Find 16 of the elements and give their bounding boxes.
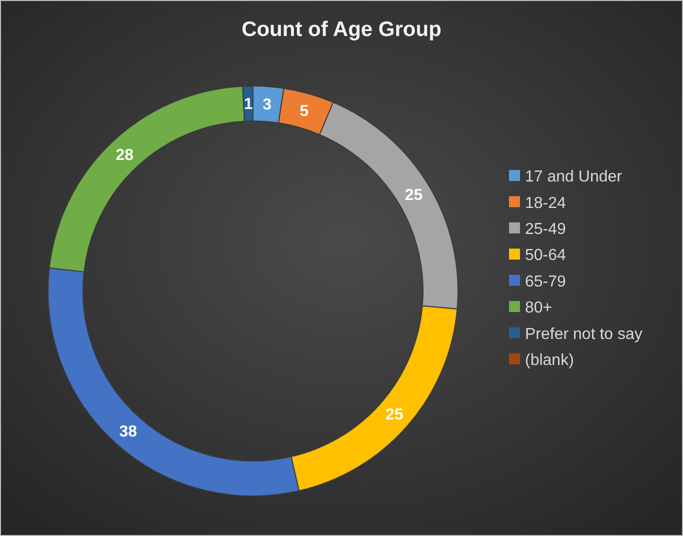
data-label: 28 — [116, 146, 134, 164]
data-label: 38 — [119, 423, 138, 440]
legend-label: 50-64 — [525, 247, 566, 264]
legend-label: 65-79 — [525, 273, 566, 290]
data-label: 1 — [244, 96, 253, 114]
data-label: 25 — [386, 406, 404, 424]
chart-title: Count of Age Group — [242, 18, 442, 41]
data-label: 5 — [300, 103, 309, 120]
legend-label: (blank) — [525, 352, 574, 369]
legend-label: 18-24 — [525, 194, 566, 212]
legend-label: 80+ — [525, 300, 552, 317]
data-label: 3 — [262, 96, 272, 114]
legend-label: 17 and Under — [525, 168, 623, 186]
legend-label: 25-49 — [525, 221, 566, 238]
legend-label: Prefer not to say — [525, 326, 642, 343]
data-label: 25 — [404, 187, 423, 204]
